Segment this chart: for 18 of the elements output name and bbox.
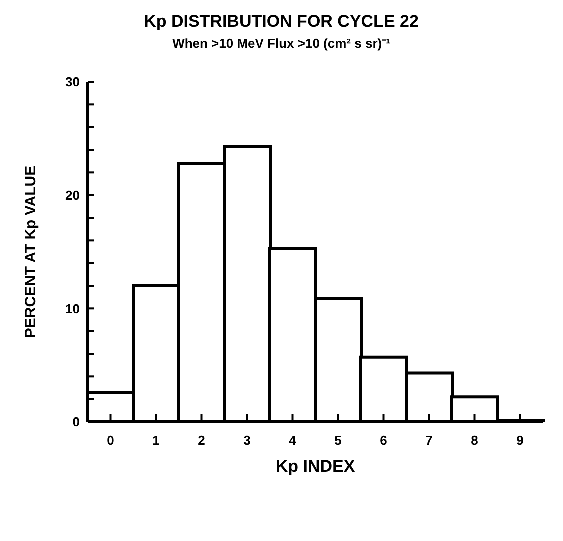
y-tick-label: 30 (66, 74, 80, 90)
chart-subtitle: When >10 MeV Flux >10 (cm² s sr)⁻¹ (172, 35, 392, 52)
x-tick-label: 4 (289, 433, 298, 448)
y-tick-label: 20 (66, 188, 80, 203)
chart-title: Kp DISTRIBUTION FOR CYCLE 22 (143, 12, 420, 32)
y-axis-title: PERCENT AT Kp VALUE (22, 166, 40, 338)
x-tick-label: 7 (426, 433, 433, 448)
x-axis-title: Kp INDEX (276, 457, 356, 476)
x-tick-label: 6 (380, 433, 388, 448)
x-tick-label: 1 (152, 433, 160, 448)
x-tick-label: 8 (471, 433, 478, 448)
x-tick-label: 9 (516, 433, 524, 448)
x-tick-label: 5 (334, 433, 342, 448)
x-tick-label: 0 (107, 433, 114, 448)
y-tick-label: 10 (66, 301, 80, 316)
y-tick-label: 0 (72, 414, 80, 430)
x-tick-label: 2 (198, 433, 206, 448)
x-tick-label: 3 (244, 433, 251, 448)
